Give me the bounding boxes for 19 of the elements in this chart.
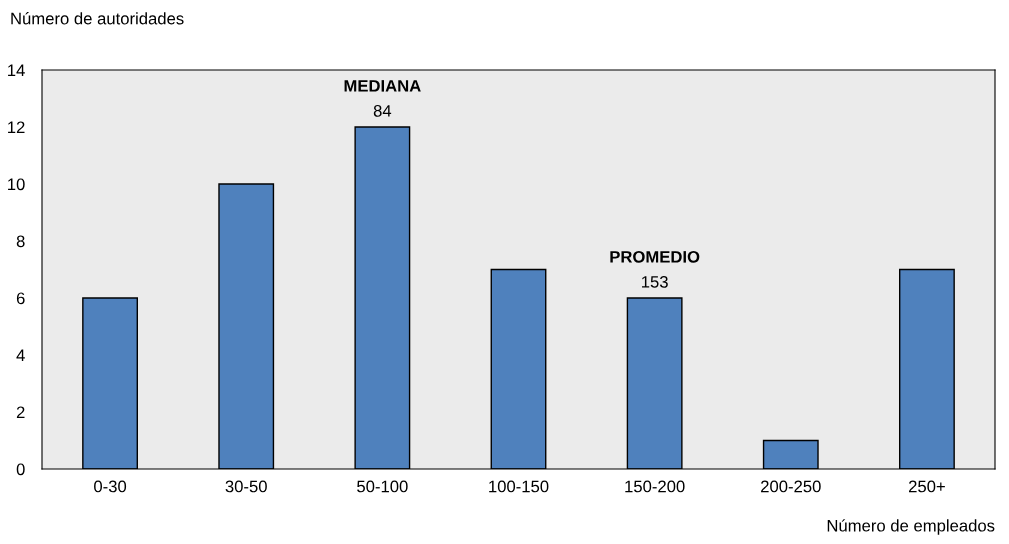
x-tick-label: 200-250 [761,480,821,493]
x-tick-label: 0-30 [94,480,127,493]
y-tick-label: 0 [16,463,25,476]
x-tick-label: 150-200 [625,480,685,493]
y-tick-label: 2 [16,406,25,419]
x-tick-label: 250+ [909,480,945,493]
y-tick-label: 10 [8,178,25,191]
y-axis-title: Número de autoridades [11,12,184,25]
x-tick-label: 100-150 [489,480,549,493]
annotation: PROMEDIO 153 [610,250,700,288]
annotation: MEDIANA 84 [344,80,421,117]
x-axis-title: Número de empleados [827,519,995,535]
x-tick-label: 30-50 [225,480,267,493]
y-tick-label: 6 [16,292,25,305]
y-tick-label: 14 [8,64,25,77]
y-tick-label: 8 [16,235,25,248]
y-tick-label: 12 [8,121,25,134]
y-tick-label: 4 [16,349,25,362]
x-tick-label: 50-100 [357,480,408,493]
